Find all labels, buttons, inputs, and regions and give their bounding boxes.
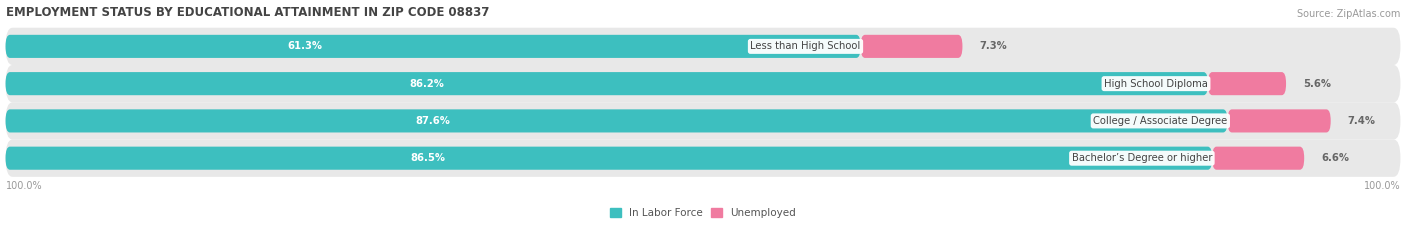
Text: 6.6%: 6.6% [1320,153,1348,163]
Text: 61.3%: 61.3% [287,41,322,51]
Text: 7.3%: 7.3% [979,41,1007,51]
FancyBboxPatch shape [1208,72,1286,95]
FancyBboxPatch shape [860,35,963,58]
Text: College / Associate Degree: College / Associate Degree [1094,116,1227,126]
Text: 86.2%: 86.2% [409,79,444,89]
FancyBboxPatch shape [6,109,1227,133]
FancyBboxPatch shape [6,140,1400,177]
Text: 7.4%: 7.4% [1347,116,1375,126]
Text: 100.0%: 100.0% [1364,181,1400,191]
FancyBboxPatch shape [6,35,860,58]
Text: High School Diploma: High School Diploma [1104,79,1208,89]
Text: Bachelor’s Degree or higher: Bachelor’s Degree or higher [1071,153,1212,163]
FancyBboxPatch shape [6,72,1208,95]
Legend: In Labor Force, Unemployed: In Labor Force, Unemployed [606,204,800,222]
FancyBboxPatch shape [6,102,1400,140]
Text: Source: ZipAtlas.com: Source: ZipAtlas.com [1298,9,1400,19]
FancyBboxPatch shape [1212,147,1305,170]
FancyBboxPatch shape [1227,109,1330,133]
FancyBboxPatch shape [6,147,1212,170]
FancyBboxPatch shape [6,28,1400,65]
Text: EMPLOYMENT STATUS BY EDUCATIONAL ATTAINMENT IN ZIP CODE 08837: EMPLOYMENT STATUS BY EDUCATIONAL ATTAINM… [6,6,489,19]
Text: 86.5%: 86.5% [411,153,446,163]
Text: Less than High School: Less than High School [751,41,860,51]
FancyBboxPatch shape [6,65,1400,102]
Text: 5.6%: 5.6% [1303,79,1331,89]
Text: 100.0%: 100.0% [6,181,42,191]
Text: 87.6%: 87.6% [416,116,451,126]
